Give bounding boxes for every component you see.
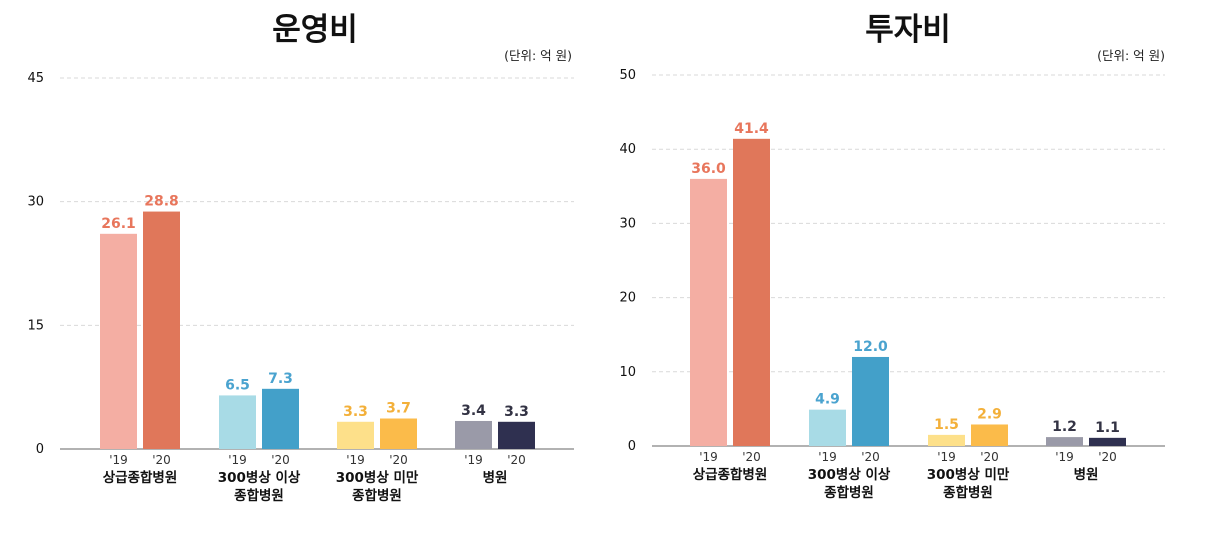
- data-label: 3.3: [343, 404, 368, 420]
- year-tick-label: '19: [818, 450, 837, 464]
- category-label: 상급종합병원: [693, 466, 768, 483]
- bar-2019: [337, 421, 374, 449]
- year-tick-label: '20: [742, 450, 761, 464]
- y-tick-label: 40: [619, 142, 636, 157]
- year-tick-label: '19: [109, 453, 128, 467]
- data-label: 1.5: [934, 417, 959, 433]
- bar-2020: [498, 421, 535, 449]
- bar-2019: [100, 233, 137, 449]
- data-label: 36.0: [691, 161, 726, 177]
- category-label: 300병상 미만: [927, 466, 1010, 483]
- category-label: 상급종합병원: [103, 469, 178, 486]
- category-label: 병원: [483, 469, 508, 486]
- bar-2019: [455, 420, 492, 449]
- year-tick-label: '20: [389, 453, 408, 467]
- bar-2019: [219, 395, 256, 449]
- year-tick-label: '20: [152, 453, 171, 467]
- year-tick-label: '19: [464, 453, 483, 467]
- data-label: 2.9: [977, 406, 1002, 422]
- year-tick-label: '20: [271, 453, 290, 467]
- data-label: 1.1: [1095, 420, 1120, 436]
- data-label: 12.0: [853, 339, 888, 355]
- y-tick-label: 30: [619, 216, 636, 231]
- bar-2020: [971, 424, 1008, 446]
- y-tick-label: 50: [619, 68, 636, 83]
- bar-2020: [262, 388, 299, 449]
- chart-title: 운영비: [272, 12, 358, 48]
- bar-2020: [1089, 437, 1126, 446]
- bar-2019: [1046, 437, 1083, 446]
- y-tick-label: 30: [27, 195, 44, 210]
- data-label: 26.1: [101, 216, 136, 232]
- year-tick-label: '20: [980, 450, 999, 464]
- bar-2019: [809, 409, 846, 446]
- year-tick-label: '20: [1098, 450, 1117, 464]
- category-label: 종합병원: [824, 484, 874, 501]
- year-tick-label: '19: [699, 450, 718, 464]
- category-label: 종합병원: [234, 487, 284, 504]
- data-label: 3.7: [386, 400, 411, 416]
- bar-2019: [928, 434, 965, 446]
- category-label: 종합병원: [943, 484, 993, 501]
- unit-label: (단위: 억 원): [504, 48, 572, 63]
- year-tick-label: '20: [507, 453, 526, 467]
- data-label: 1.2: [1052, 419, 1077, 435]
- category-label: 병원: [1074, 466, 1099, 483]
- y-tick-label: 15: [27, 318, 44, 333]
- year-tick-label: '19: [228, 453, 247, 467]
- category-label: 300병상 미만: [336, 469, 419, 486]
- data-label: 6.5: [225, 377, 250, 393]
- data-label: 41.4: [734, 121, 769, 137]
- y-tick-label: 45: [27, 71, 44, 86]
- year-tick-label: '19: [346, 453, 365, 467]
- data-label: 28.8: [144, 194, 179, 210]
- year-tick-label: '19: [937, 450, 956, 464]
- category-label: 300병상 이상: [218, 469, 301, 486]
- chart-title: 투자비: [865, 12, 951, 48]
- category-label: 종합병원: [352, 487, 402, 504]
- data-label: 7.3: [268, 371, 293, 387]
- bar-2020: [733, 138, 770, 446]
- category-label: 300병상 이상: [808, 466, 891, 483]
- year-tick-label: '19: [1055, 450, 1074, 464]
- bar-2019: [690, 178, 727, 446]
- unit-label: (단위: 억 원): [1097, 48, 1165, 63]
- bar-2020: [380, 418, 417, 449]
- year-tick-label: '20: [861, 450, 880, 464]
- bar-2020: [143, 211, 180, 449]
- data-label: 3.4: [461, 403, 486, 419]
- data-label: 4.9: [815, 392, 840, 408]
- y-tick-label: 20: [619, 291, 636, 306]
- y-tick-label: 0: [36, 442, 44, 457]
- bar-2020: [852, 356, 889, 446]
- y-tick-label: 0: [628, 439, 636, 454]
- y-tick-label: 10: [619, 365, 636, 380]
- data-label: 3.3: [504, 404, 529, 420]
